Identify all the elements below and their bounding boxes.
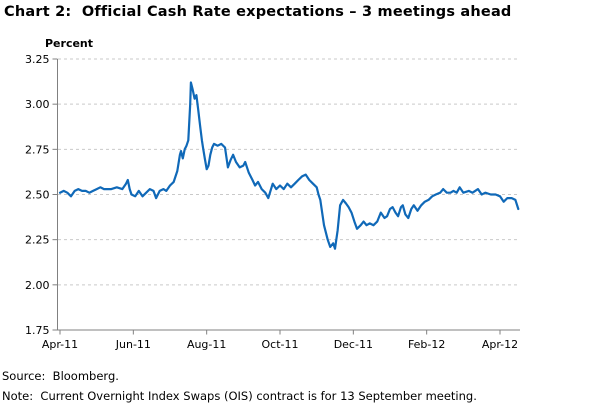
x-tick-label: Dec-11: [334, 338, 373, 351]
note-text: Note: Current Overnight Index Swaps (OIS…: [2, 389, 477, 403]
y-tick-label: 1.75: [25, 324, 50, 337]
chart-title: Chart 2: Official Cash Rate expectations…: [4, 4, 512, 20]
y-axis-title: Percent: [45, 37, 94, 50]
x-tick-label: Jun-11: [115, 338, 151, 351]
x-tick-label: Aug-11: [187, 338, 226, 351]
x-tick-label: Apr-11: [42, 338, 78, 351]
y-tick-label: 2.50: [25, 189, 50, 202]
ois-rate-line: [58, 81, 520, 250]
y-tick-label: 3.00: [25, 98, 50, 111]
y-tick-label: 3.25: [25, 53, 50, 66]
source-text: Source: Bloomberg.: [2, 369, 119, 383]
x-tick-label: Feb-12: [408, 338, 445, 351]
x-tick-label: Apr-12: [482, 338, 518, 351]
x-tick-label: Oct-11: [262, 338, 299, 351]
y-tick-label: 2.75: [25, 143, 50, 156]
y-tick-label: 2.00: [25, 279, 50, 292]
y-tick-label: 2.25: [25, 234, 50, 247]
